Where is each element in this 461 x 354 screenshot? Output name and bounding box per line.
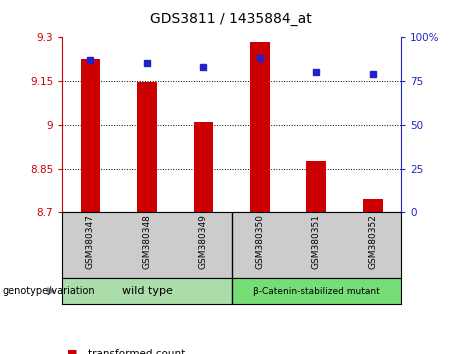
Text: wild type: wild type — [122, 286, 172, 296]
Text: GSM380350: GSM380350 — [255, 215, 265, 269]
Bar — [231, 278, 401, 304]
Text: GSM380347: GSM380347 — [86, 215, 95, 269]
Text: GSM380352: GSM380352 — [368, 215, 378, 269]
Text: GSM380351: GSM380351 — [312, 215, 321, 269]
Bar — [363, 199, 383, 212]
Text: β-Catenin-stabilized mutant: β-Catenin-stabilized mutant — [253, 287, 380, 296]
Text: genotype/variation: genotype/variation — [2, 286, 95, 296]
Bar — [62, 278, 231, 304]
Bar — [137, 82, 157, 212]
Text: transformed count: transformed count — [88, 349, 185, 354]
Bar — [307, 161, 326, 212]
Text: GSM380348: GSM380348 — [142, 215, 152, 269]
Bar — [194, 122, 213, 212]
Text: GSM380349: GSM380349 — [199, 215, 208, 269]
Bar — [250, 41, 270, 212]
Text: ■: ■ — [67, 349, 77, 354]
Bar — [81, 59, 100, 212]
Text: GDS3811 / 1435884_at: GDS3811 / 1435884_at — [150, 12, 311, 27]
